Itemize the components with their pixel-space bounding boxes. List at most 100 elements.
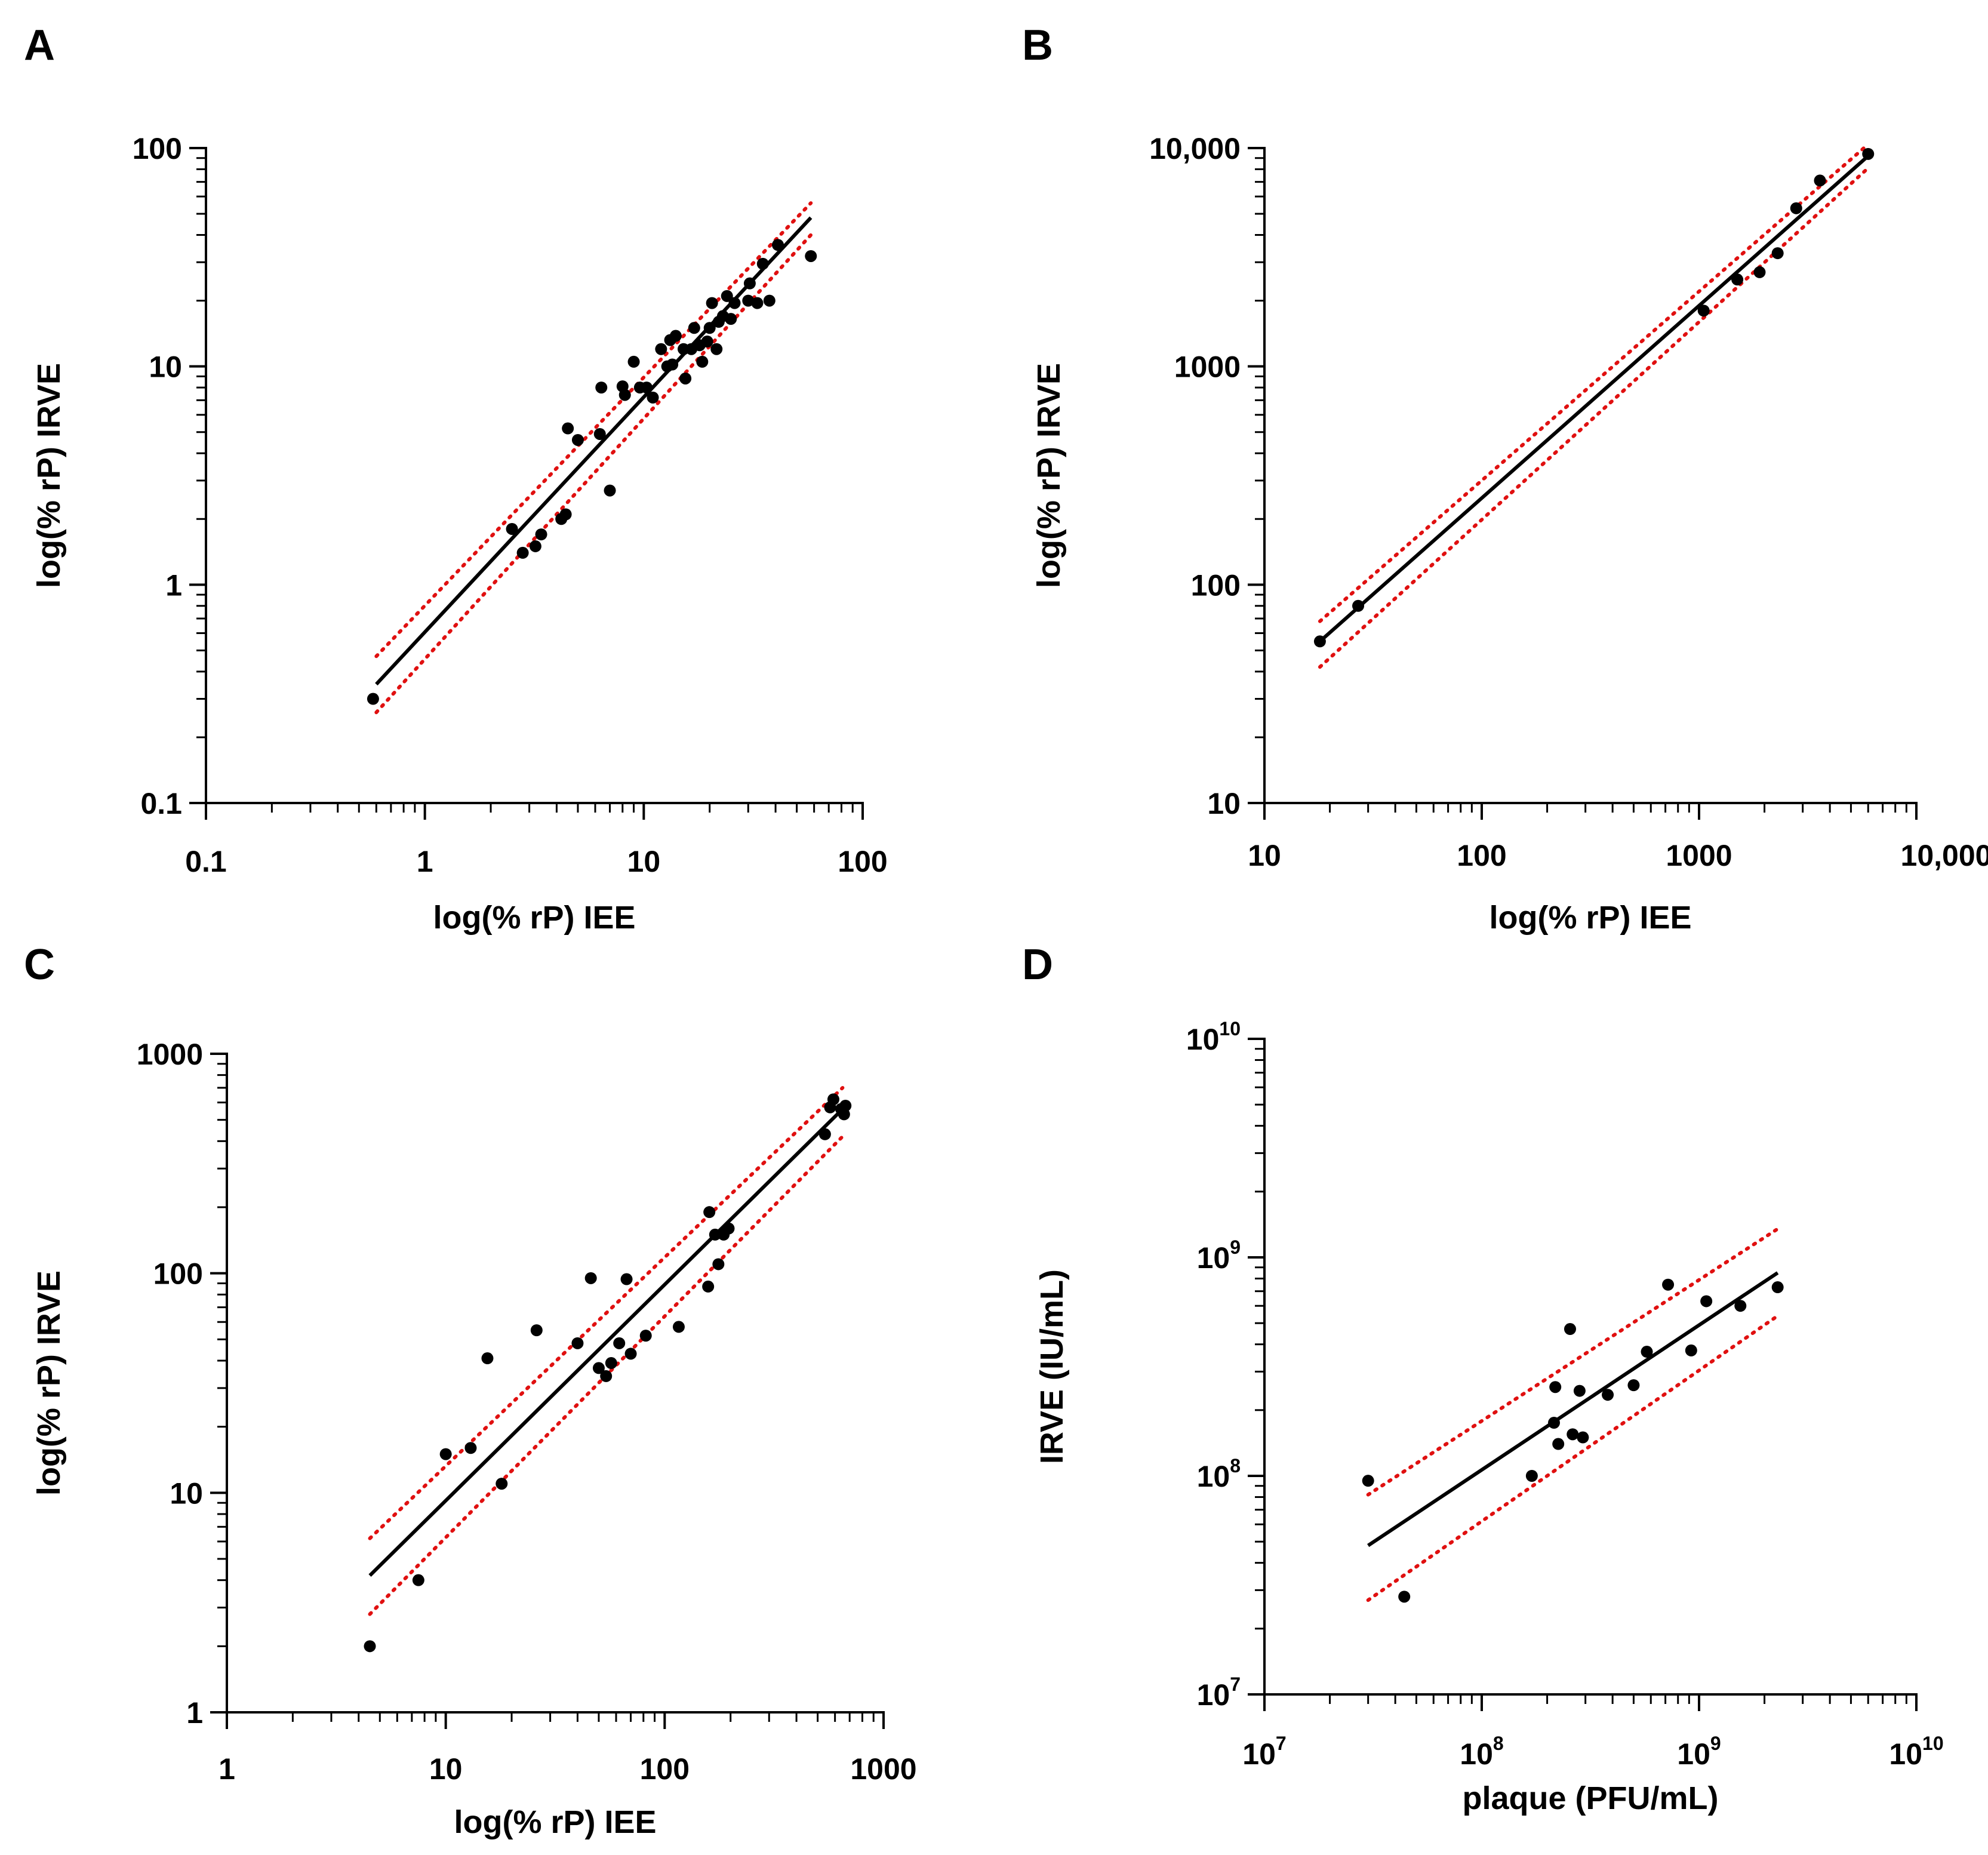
- data-point: [559, 508, 572, 521]
- data-point: [1548, 1417, 1561, 1429]
- data-point: [655, 343, 667, 355]
- data-point: [1362, 1475, 1374, 1487]
- data-point: [712, 1258, 725, 1270]
- data-point: [506, 522, 518, 535]
- y-tick-label: 10,000: [1149, 132, 1241, 165]
- ci-lower-band: [374, 233, 813, 715]
- data-point: [1577, 1431, 1589, 1444]
- data-point: [688, 322, 700, 334]
- y-tick-label-base: 10: [1197, 1241, 1230, 1275]
- data-point: [1602, 1389, 1614, 1401]
- x-tick-label-exponent: 9: [1710, 1733, 1721, 1754]
- data-point: [672, 1321, 685, 1333]
- data-point: [742, 294, 755, 307]
- y-tick-label: 1000: [137, 1038, 203, 1071]
- data-point: [743, 277, 756, 290]
- y-tick-label: 10: [170, 1476, 203, 1510]
- data-point: [756, 257, 769, 270]
- data-point: [701, 336, 713, 348]
- panel-a: A 0.1 1 10 100 0.1 1 10 100 log(% rP) IEE log(% r…: [24, 21, 888, 936]
- panel-label-d: D: [1022, 941, 1053, 989]
- ci-lower-band: [1318, 166, 1870, 669]
- data-point: [1862, 147, 1875, 160]
- data-point: [618, 389, 631, 401]
- data-point: [805, 250, 817, 262]
- regression-line: [375, 216, 813, 686]
- data-point: [666, 358, 679, 371]
- x-tick-label: 100: [1457, 839, 1506, 872]
- data-point: [751, 297, 764, 309]
- data-point: [772, 239, 784, 251]
- ci-upper-band: [374, 201, 813, 659]
- x-axis-title: log(% rP) IEE: [433, 900, 635, 936]
- data-point: [1697, 304, 1710, 317]
- data-point: [1771, 247, 1784, 260]
- x-tick-label: 107: [1242, 1733, 1286, 1771]
- data-point: [647, 391, 659, 404]
- data-point: [710, 343, 723, 355]
- data-point: [516, 546, 529, 559]
- x-tick-label-exponent: 7: [1276, 1733, 1287, 1754]
- data-point: [669, 330, 682, 342]
- ci-upper-band: [368, 1085, 845, 1540]
- data-point: [1573, 1385, 1586, 1397]
- x-tick-label: 108: [1460, 1733, 1503, 1771]
- y-tick-label: 1010: [1186, 1018, 1241, 1056]
- ci-lower-band: [1366, 1313, 1780, 1602]
- data-point: [624, 1348, 637, 1360]
- x-tick-label: 10: [429, 1752, 463, 1786]
- data-point: [604, 484, 616, 497]
- data-point: [706, 297, 718, 309]
- data-point: [529, 540, 541, 552]
- y-tick-label-base: 10: [1197, 1678, 1230, 1712]
- data-point: [827, 1093, 839, 1106]
- y-tick-label: 107: [1197, 1674, 1241, 1712]
- data-point: [1398, 1591, 1411, 1603]
- data-point: [703, 322, 716, 334]
- data-point: [1567, 1428, 1579, 1441]
- y-tick-label: 100: [153, 1257, 203, 1291]
- x-tick-label: 1: [417, 845, 433, 878]
- y-tick-label: 100: [1191, 568, 1241, 602]
- data-point: [1771, 1281, 1784, 1294]
- y-tick-label: 100: [133, 132, 182, 165]
- data-point: [1525, 1470, 1538, 1482]
- panel-label-c: C: [24, 941, 55, 989]
- panel-label-a: A: [24, 21, 55, 69]
- data-point: [481, 1352, 494, 1365]
- chart-b: 10 100 1000 10,000 10 100 1000 10,000 log(% rP) …: [1031, 132, 1988, 936]
- x-tick-label: 100: [640, 1752, 690, 1786]
- data-point: [839, 1099, 852, 1112]
- x-tick-label: 10,000: [1901, 839, 1988, 872]
- data-point: [818, 1128, 831, 1140]
- x-axis-title: log(% rP) IEE: [1489, 900, 1691, 936]
- data-point: [571, 1337, 584, 1349]
- regression-line: [368, 1108, 844, 1577]
- data-point: [1662, 1278, 1675, 1291]
- data-point: [464, 1442, 477, 1454]
- data-point: [702, 1280, 715, 1293]
- chart-a: 0.1 1 10 100 0.1 1 10 100 log(% rP) IEE log(% rP)…: [31, 132, 888, 936]
- data-point: [722, 1222, 735, 1235]
- data-point: [605, 1357, 617, 1370]
- x-tick-label: 1000: [850, 1752, 916, 1786]
- regression-line: [1367, 1271, 1779, 1548]
- x-tick-label-exponent: 10: [1922, 1733, 1944, 1754]
- data-point: [439, 1448, 452, 1460]
- ci-upper-band: [1366, 1227, 1780, 1497]
- data-point: [709, 1228, 721, 1241]
- y-tick-label: 1: [186, 1696, 203, 1730]
- x-tick-label-base: 10: [1889, 1737, 1922, 1771]
- y-tick-label: 10: [149, 350, 182, 384]
- data-point: [1753, 266, 1766, 278]
- x-tick-label-exponent: 8: [1493, 1733, 1504, 1754]
- data-point: [639, 1330, 652, 1342]
- data-point: [1700, 1295, 1713, 1308]
- y-tick-label: 109: [1197, 1236, 1241, 1275]
- y-tick-label: 1: [165, 568, 182, 602]
- x-tick-label: 10: [1248, 839, 1281, 872]
- x-tick-label: 1: [219, 1752, 235, 1786]
